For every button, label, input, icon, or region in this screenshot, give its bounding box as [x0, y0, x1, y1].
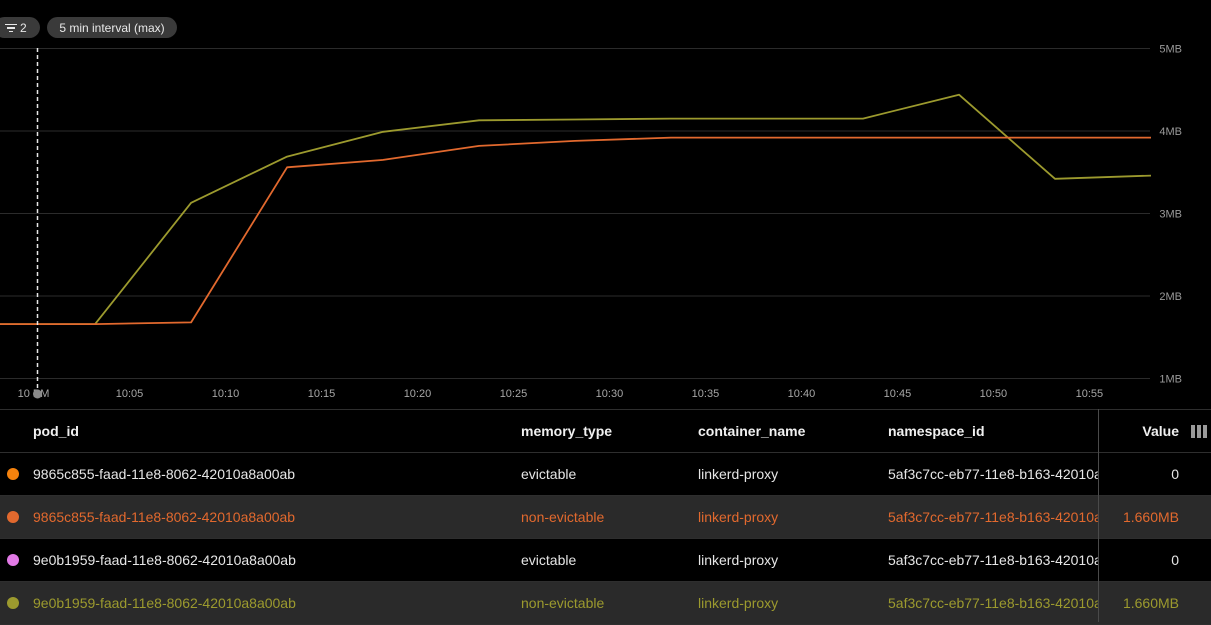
- x-tick-label: 10:20: [404, 388, 432, 400]
- cell-container-name: linkerd-proxy: [698, 509, 779, 525]
- y-axis: 5MB 4MB 3MB 2MB 1MB: [1159, 44, 1182, 386]
- x-tick-label: 10:10: [212, 388, 240, 400]
- x-tick-label: 10:05: [116, 388, 144, 400]
- table-row[interactable]: 9865c855-faad-11e8-8062-42010a8a00ab evic…: [0, 453, 1211, 496]
- table-row[interactable]: 9e0b1959-faad-11e8-8062-42010a8a00ab non-…: [0, 582, 1211, 625]
- series-table: pod_id memory_type container_name namesp…: [0, 409, 1211, 625]
- y-tick-label: 2MB: [1159, 291, 1182, 303]
- cell-pod-id: 9865c855-faad-11e8-8062-42010a8a00ab: [33, 466, 296, 482]
- hover-cursor: [33, 48, 42, 399]
- series-line-2: [0, 136, 1151, 326]
- column-divider[interactable]: [1098, 409, 1099, 622]
- cell-namespace-id: 5af3c7cc-eb77-11e8-b163-42010a8a00ab: [888, 595, 1099, 611]
- cell-value: 1.660MB: [1122, 509, 1179, 525]
- column-header-namespace-id[interactable]: namespace_id: [888, 423, 985, 439]
- x-tick-label: 10:25: [500, 388, 528, 400]
- cell-container-name: linkerd-proxy: [698, 595, 779, 611]
- x-tick-label: 10:55: [1076, 388, 1104, 400]
- x-tick-label: 10:35: [692, 388, 720, 400]
- columns-icon[interactable]: [1191, 425, 1209, 438]
- cell-value: 1.660MB: [1122, 595, 1179, 611]
- series-lines: [0, 93, 1152, 326]
- filter-button[interactable]: 2: [0, 17, 40, 38]
- x-axis: 10 PM10:0510:1010:1510:2010:2510:3010:35…: [18, 388, 1104, 400]
- y-tick-label: 3MB: [1159, 209, 1182, 221]
- grid: [0, 48, 1150, 379]
- y-tick-label: 1MB: [1159, 374, 1182, 386]
- x-tick-label: 10:15: [308, 388, 336, 400]
- cell-value: 0: [1171, 466, 1179, 482]
- cell-container-name: linkerd-proxy: [698, 466, 779, 482]
- x-tick-label: 10:30: [596, 388, 624, 400]
- filter-icon: [5, 23, 17, 33]
- column-header-pod-id[interactable]: pod_id: [33, 423, 79, 439]
- cell-pod-id: 9e0b1959-faad-11e8-8062-42010a8a00ab: [33, 552, 296, 568]
- x-tick-label: 10:50: [980, 388, 1008, 400]
- column-header-container-name[interactable]: container_name: [698, 423, 806, 439]
- series-line-1: [0, 93, 1152, 326]
- x-tick-label: 10:40: [788, 388, 816, 400]
- cell-value: 0: [1171, 552, 1179, 568]
- x-tick-label: 10:45: [884, 388, 912, 400]
- column-header-value[interactable]: Value: [1142, 423, 1179, 439]
- cell-namespace-id: 5af3c7cc-eb77-11e8-b163-42010a8a00ab: [888, 552, 1099, 568]
- table-row[interactable]: 9865c855-faad-11e8-8062-42010a8a00ab non-…: [0, 496, 1211, 539]
- column-header-memory-type[interactable]: memory_type: [521, 423, 613, 439]
- cell-container-name: linkerd-proxy: [698, 552, 779, 568]
- y-tick-label: 4MB: [1159, 126, 1182, 138]
- cell-namespace-id: 5af3c7cc-eb77-11e8-b163-42010a8a00ab: [888, 466, 1099, 482]
- interval-selector[interactable]: 5 min interval (max): [47, 17, 177, 38]
- filter-count: 2: [20, 20, 27, 35]
- cell-pod-id: 9e0b1959-faad-11e8-8062-42010a8a00ab: [33, 595, 296, 611]
- cell-memory-type: evictable: [521, 552, 577, 568]
- cell-namespace-id: 5af3c7cc-eb77-11e8-b163-42010a8a00ab: [888, 509, 1099, 525]
- cell-memory-type: evictable: [521, 466, 577, 482]
- table-header: pod_id memory_type container_name namesp…: [0, 409, 1211, 453]
- y-tick-label: 5MB: [1159, 44, 1182, 56]
- cell-pod-id: 9865c855-faad-11e8-8062-42010a8a00ab: [33, 509, 296, 525]
- series-color-dot[interactable]: [7, 554, 19, 566]
- series-color-dot[interactable]: [7, 468, 19, 480]
- series-color-dot[interactable]: [7, 597, 19, 609]
- cell-memory-type: non-evictable: [521, 595, 605, 611]
- table-row[interactable]: 9e0b1959-faad-11e8-8062-42010a8a00ab evic…: [0, 539, 1211, 582]
- series-color-dot[interactable]: [7, 511, 19, 523]
- cell-memory-type: non-evictable: [521, 509, 605, 525]
- cursor-handle[interactable]: [33, 389, 42, 399]
